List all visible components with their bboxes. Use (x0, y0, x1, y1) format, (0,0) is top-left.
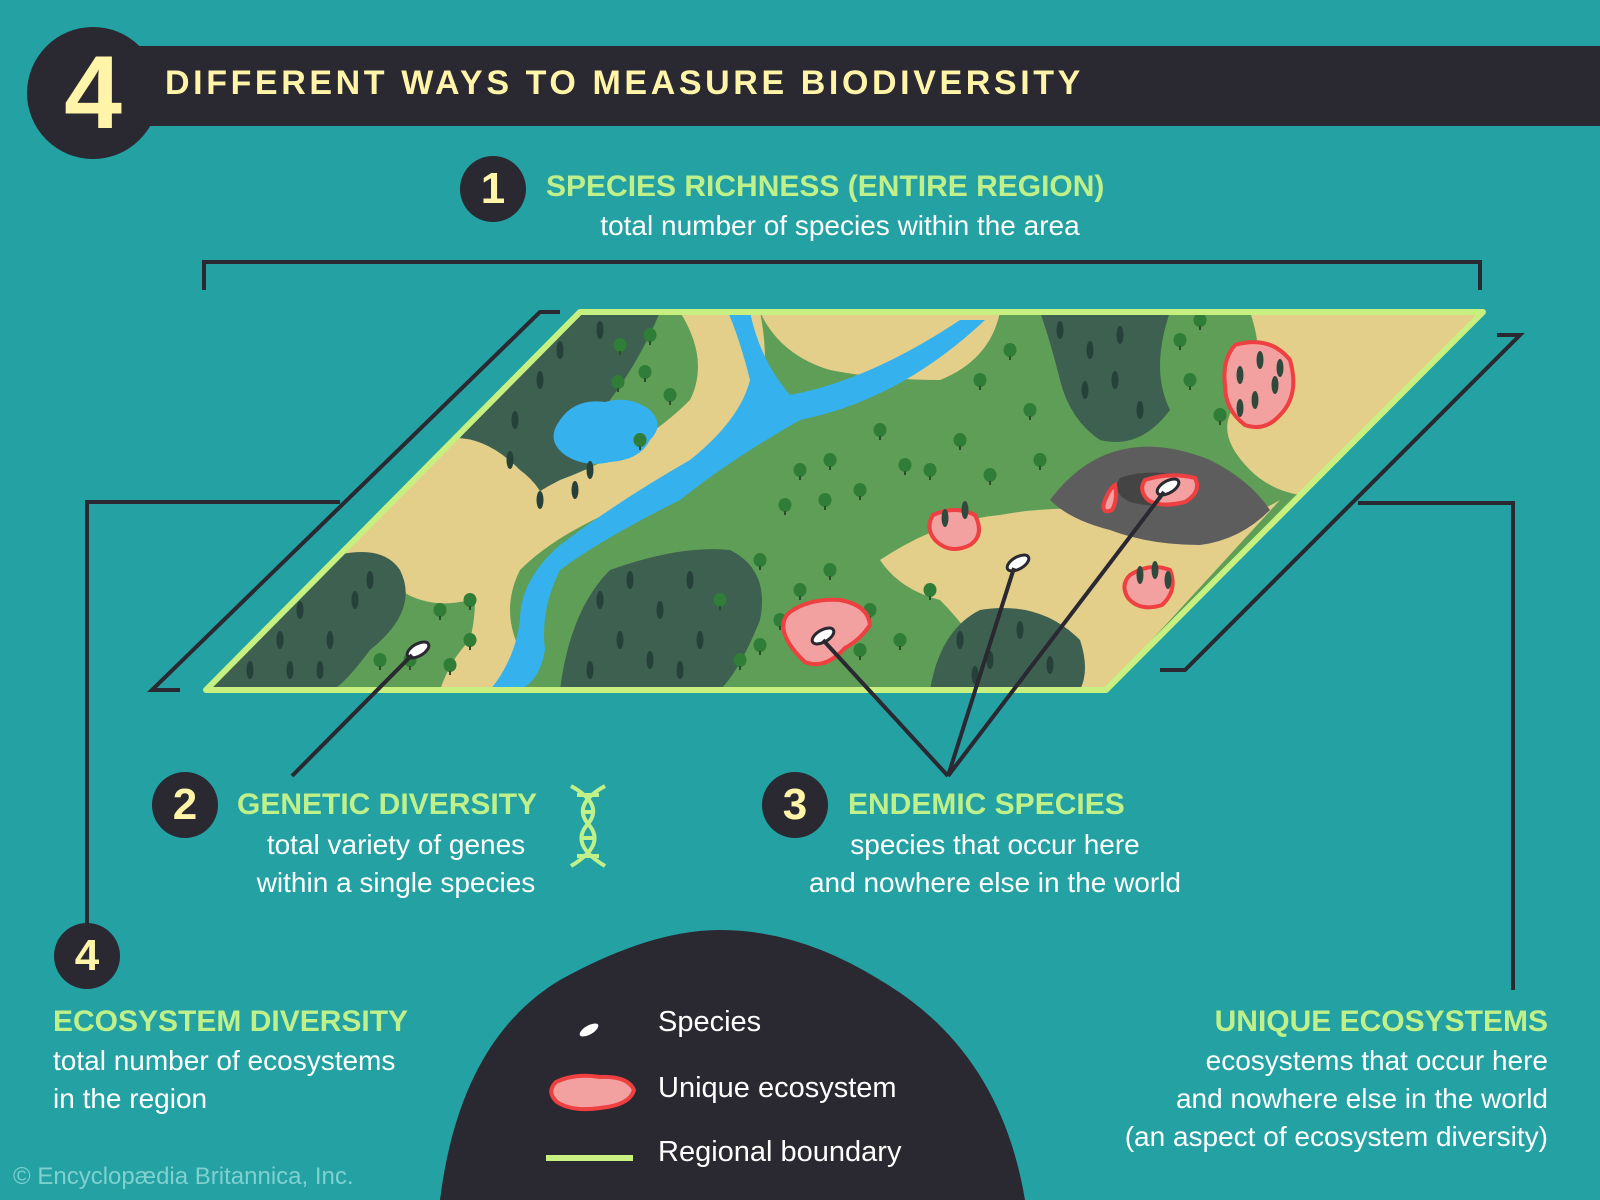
unique-ecosystem-patch (927, 508, 981, 551)
measure-2-description: total variety of genes within a single s… (226, 826, 566, 902)
measure-2-badge: 2 (152, 772, 218, 838)
ecosystem-diversity-callout (85, 500, 340, 928)
species-marker (1005, 553, 1031, 573)
unique-ecosystem-patch (1122, 564, 1175, 610)
unique-ecosystems-description-line: and nowhere else in the world (1175, 1083, 1548, 1114)
river-bank (440, 312, 765, 690)
measure-3-title: ENDEMIC SPECIES (848, 788, 1125, 821)
endemic-callout-c (946, 490, 1166, 778)
river (490, 312, 985, 690)
measure-4-description-line: in the region (53, 1083, 208, 1114)
header-bar (95, 46, 1600, 126)
measure-3-description-line: species that occur here (850, 829, 1140, 860)
sand-area (1227, 312, 1483, 495)
unique-ecosystem-icon (549, 1073, 637, 1112)
unique-ecosystems-description: ecosystems that occur here and nowhere e… (1000, 1042, 1548, 1156)
header-title: DIFFERENT WAYS TO MEASURE BIODIVERSITY (165, 64, 1084, 102)
lake (553, 399, 658, 464)
legend-unique-ecosystem-label: Unique ecosystem (658, 1072, 897, 1104)
dark-forest-area (930, 608, 1085, 690)
dark-forest-area (560, 549, 762, 690)
region-map (206, 312, 1483, 690)
dark-forest-area (206, 552, 406, 690)
measure-2-description-line: total variety of genes (266, 829, 526, 860)
species-richness-bracket (202, 260, 1482, 290)
unique-ecosystems-description-line: (an aspect of ecosystem diversity) (1124, 1121, 1548, 1152)
species-marker (405, 640, 431, 660)
dna-icon (569, 784, 607, 868)
legend-species-label: Species (658, 1006, 762, 1038)
callout-lines (85, 490, 1515, 990)
measure-4-description: total number of ecosystems in the region (53, 1042, 395, 1118)
measure-2-title: GENETIC DIVERSITY (237, 788, 538, 821)
measure-3-description-line: and nowhere else in the world (808, 867, 1181, 898)
measure-1-title: SPECIES RICHNESS (ENTIRE REGION) (546, 170, 1105, 203)
endemic-callout-a (821, 638, 950, 778)
regional-boundary (203, 309, 1486, 693)
genetic-diversity-callout (290, 653, 414, 778)
species-icon (576, 1020, 602, 1040)
legend-panel (440, 930, 1025, 1200)
endemic-callout-b (946, 567, 1016, 777)
unique-ecosystems-title: UNIQUE ECOSYSTEMS (1214, 1005, 1548, 1038)
region-shadow-outline (147, 310, 1525, 692)
sand-area (760, 312, 1000, 380)
measure-4-title: ECOSYSTEM DIVERSITY (53, 1005, 409, 1038)
header-number-badge: 4 (27, 27, 159, 159)
unique-ecosystem-patch (1101, 481, 1118, 514)
measure-3-badge: 3 (762, 772, 828, 838)
measure-2-description-line: within a single species (256, 867, 536, 898)
unique-ecosystems-callout (1358, 501, 1515, 990)
unique-ecosystems-description-line: ecosystems that occur here (1205, 1045, 1548, 1076)
measure-1-badge: 1 (460, 156, 526, 222)
copyright-notice: © Encyclopædia Britannica, Inc. (13, 1163, 354, 1190)
measure-3-description: species that occur here and nowhere else… (765, 826, 1225, 902)
measure-1-description: total number of species within the area (600, 210, 1080, 241)
measure-4-description-line: total number of ecosystems (53, 1045, 396, 1076)
legend-regional-boundary-label: Regional boundary (658, 1136, 902, 1168)
measure-4-badge: 4 (54, 923, 120, 989)
